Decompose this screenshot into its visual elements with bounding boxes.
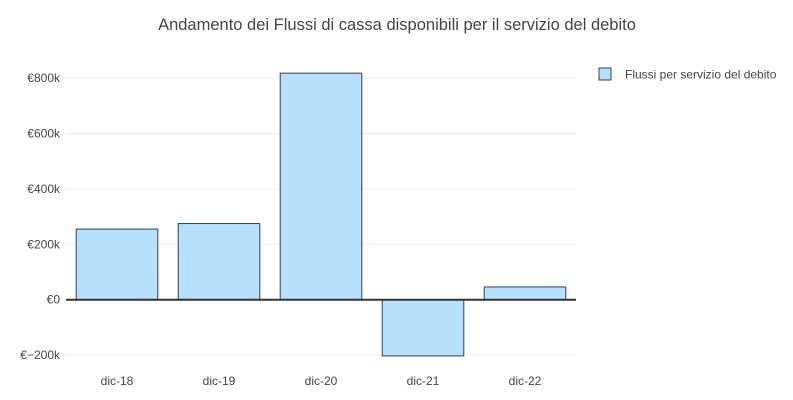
y-tick-label: €400k	[27, 182, 61, 196]
bar[interactable]	[177, 223, 261, 301]
y-tick-label: €600k	[27, 127, 61, 141]
chart-title: Andamento dei Flussi di cassa disponibil…	[158, 16, 636, 34]
bar[interactable]	[483, 286, 567, 301]
y-tick-label: €−200k	[20, 348, 61, 362]
y-axis-ticks: €−200k €0 €200k €400k €600k €800k	[20, 71, 61, 362]
x-tick-label: dic-21	[407, 374, 440, 388]
bar[interactable]	[75, 228, 159, 301]
bar[interactable]	[279, 72, 363, 301]
x-tick-label: dic-20	[305, 374, 338, 388]
bars	[75, 72, 567, 357]
x-axis-ticks: dic-18 dic-19 dic-20 dic-21 dic-22	[101, 374, 542, 388]
x-tick-label: dic-19	[203, 374, 236, 388]
bar[interactable]	[381, 299, 465, 357]
legend-label: Flussi per servizio del debito	[625, 68, 777, 82]
x-tick-label: dic-22	[509, 374, 542, 388]
y-tick-label: €0	[47, 293, 61, 307]
legend-swatch	[598, 67, 612, 81]
x-tick-label: dic-18	[101, 374, 134, 388]
y-tick-label: €200k	[27, 237, 61, 251]
y-tick-label: €800k	[27, 71, 61, 85]
legend[interactable]: Flussi per servizio del debito	[598, 67, 777, 82]
